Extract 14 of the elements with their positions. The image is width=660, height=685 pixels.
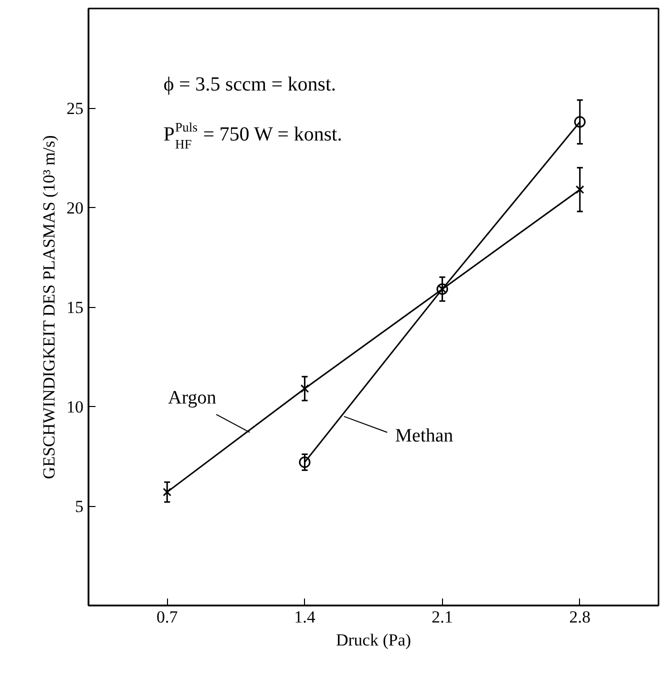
x-tick-label: 2.1 bbox=[432, 608, 453, 626]
y-tick-label: 20 bbox=[66, 198, 84, 218]
x-tick-label: 0.7 bbox=[156, 608, 178, 626]
x-axis-title: Druck (Pa) bbox=[336, 630, 412, 650]
y-tick-label: 15 bbox=[66, 298, 84, 317]
y-tick-label: 25 bbox=[66, 99, 84, 118]
y-tick-label: 10 bbox=[66, 398, 84, 416]
legend-label: Methan bbox=[395, 425, 454, 446]
series-label: Argon bbox=[168, 387, 217, 408]
y-tick-label: 5 bbox=[75, 497, 84, 516]
y-axis-title: GESCHWINDIGKEIT DES PLASMAS (10³ m/s) bbox=[40, 135, 58, 480]
annotation: ϕ = 3.5 sccm = konst. bbox=[164, 74, 336, 96]
x-tick-label: 1.4 bbox=[294, 608, 316, 626]
x-tick-label: 2.8 bbox=[569, 608, 591, 626]
